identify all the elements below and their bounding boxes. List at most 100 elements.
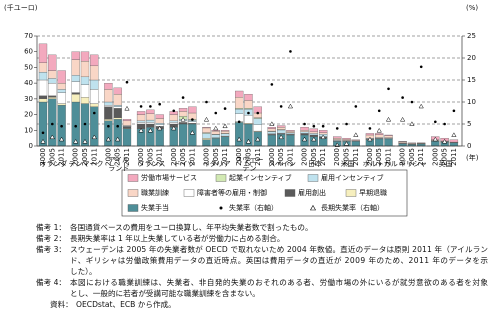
bar-segment (122, 120, 132, 126)
note-text: 本図における職業訓練は、失業者、非自発的失業のおそれのある者、労働市場の外にいる… (70, 277, 488, 287)
rate-marker (124, 105, 130, 111)
bar-segment (122, 119, 132, 122)
rate-marker (171, 125, 177, 131)
bar-segment (48, 70, 57, 79)
legend-swatch (284, 189, 296, 197)
bar-segment (38, 43, 48, 63)
bar-segment (398, 143, 407, 147)
bar-segment (253, 118, 262, 125)
rate-marker (83, 122, 87, 126)
rate-marker (432, 136, 438, 142)
legend-label: 起業インセンティブ (229, 173, 292, 182)
x-tick-label: 2011 (286, 148, 294, 166)
bar-segment (333, 136, 342, 139)
bar-segment (309, 134, 318, 137)
bar-segment (80, 60, 90, 78)
x-tick-label: 2011 (58, 148, 66, 166)
rate-marker (139, 105, 143, 108)
rate-marker (419, 65, 423, 69)
group-label: オランダ (39, 159, 67, 168)
bar-segment (48, 82, 57, 96)
bar-segment (146, 113, 155, 121)
x-tick-label: 2011 (417, 148, 425, 166)
rate-marker (320, 134, 326, 140)
rate-marker (354, 105, 358, 108)
group-label: 英国 (439, 159, 453, 168)
bar-segment (235, 108, 244, 114)
legend-marker (309, 204, 317, 211)
x-tick-label: 2011 (319, 148, 327, 166)
rate-marker (92, 111, 96, 115)
y2-tick-label: 5 (467, 120, 471, 128)
x-tick-label: 2005 (81, 148, 89, 166)
bar-segment (267, 134, 276, 147)
group-label: ポルトガル (363, 159, 398, 168)
y-tick-label: 40 (24, 79, 33, 87)
rate-marker (321, 124, 325, 128)
x-tick-label: 2011 (450, 148, 458, 166)
bar-segment (178, 123, 188, 147)
bar-segment (146, 123, 155, 128)
y2-tick-label: 20 (467, 54, 476, 62)
legend-label: 職業訓練 (141, 188, 169, 197)
note-text: とし、一般的に若者が受講可能な職業訓練を含まない。 (70, 288, 260, 298)
x-tick-label: 2000 (235, 148, 243, 166)
rate-marker (73, 138, 79, 144)
bar-segment (57, 92, 66, 104)
bar-segment (449, 139, 459, 143)
rate-marker (335, 127, 339, 130)
note-label: 備考 2： (36, 233, 66, 243)
y2-tick-label: 15 (467, 76, 476, 84)
rate-marker (237, 120, 241, 124)
bar-segment (71, 93, 80, 103)
y2-tick-label: 10 (467, 98, 476, 106)
bar-segment (80, 51, 90, 62)
x-tick-label: 2000 (301, 148, 309, 166)
bar-segment (342, 139, 351, 141)
bar-segment (220, 130, 230, 132)
bar-segment (146, 122, 155, 125)
bar-segment (267, 131, 276, 134)
x-tick-label: 2005 (375, 148, 383, 166)
rate-marker (214, 111, 218, 115)
bar-segment (104, 104, 113, 107)
note-text: 各国通貨ベースの費用をユーロ換算し、年平均失業者数で割ったもの。 (70, 222, 313, 232)
rate-marker (311, 136, 317, 142)
rate-marker (247, 111, 250, 115)
legend-label: 失業率（右軸） (229, 203, 278, 212)
bar-segment (104, 106, 113, 120)
rate-marker (368, 127, 372, 130)
x-axis-title: (年) (466, 153, 479, 162)
bar-segment (178, 108, 188, 112)
legend-marker (219, 206, 223, 210)
bar-segment (276, 126, 286, 130)
legend-label: 失業手当 (141, 203, 169, 212)
x-tick-label: 2000 (333, 148, 341, 166)
bar-segment (211, 130, 220, 132)
bar-segment (155, 114, 164, 119)
rate-marker (107, 124, 110, 128)
group-label: アイル (108, 156, 129, 164)
bar-segment (146, 119, 155, 123)
bar-segment (309, 131, 318, 134)
legend-swatch (127, 204, 139, 212)
rate-marker (443, 122, 446, 126)
bar-segment (113, 117, 122, 120)
bar-segment (178, 122, 188, 125)
bar-segment (375, 134, 384, 138)
x-tick-label: 2005 (244, 148, 252, 166)
bar-segment (188, 123, 197, 147)
rate-marker (312, 124, 316, 128)
bar-segment (48, 54, 57, 71)
rate-marker (58, 136, 65, 142)
bar-segment (104, 89, 113, 103)
bar-segment (80, 97, 90, 104)
bar-segment (202, 133, 211, 139)
x-tick-label: 2005 (212, 148, 220, 166)
bar-segment (90, 54, 99, 67)
bar-segment (276, 129, 286, 134)
rate-marker (376, 127, 382, 133)
legend-swatch (215, 174, 227, 182)
group-label: フランス (137, 160, 165, 168)
rate-marker (301, 136, 308, 142)
